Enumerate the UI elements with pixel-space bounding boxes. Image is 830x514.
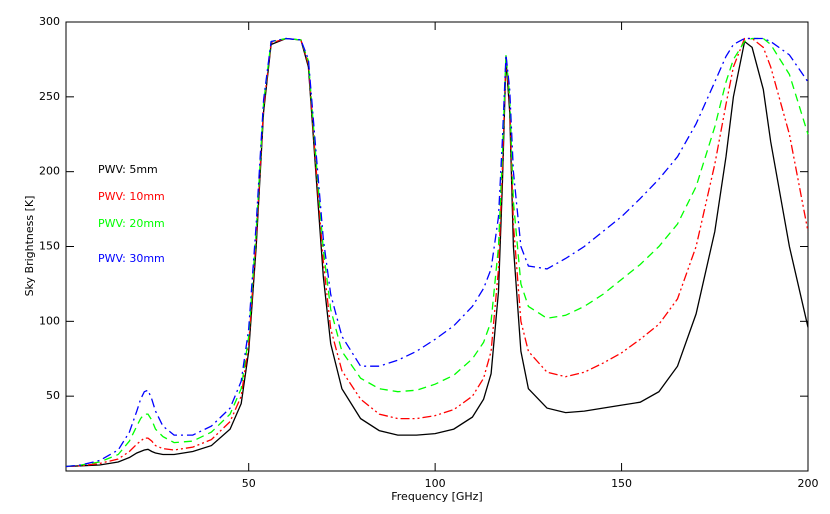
legend-label: PWV: 10mm (98, 190, 165, 203)
x-tick-label: 100 (425, 477, 446, 490)
x-axis-label: Frequency [GHz] (391, 490, 482, 503)
y-tick-label: 150 (39, 240, 60, 253)
y-tick-label: 250 (39, 90, 60, 103)
y-tick-label: 200 (39, 165, 60, 178)
y-tick-label: 50 (46, 389, 60, 402)
x-tick-label: 50 (242, 477, 256, 490)
x-tick-label: 200 (798, 477, 819, 490)
y-tick-label: 300 (39, 15, 60, 28)
legend-label: PWV: 5mm (98, 163, 158, 176)
legend-label: PWV: 30mm (98, 252, 165, 265)
y-tick-label: 100 (39, 314, 60, 327)
data-line (65, 37, 809, 468)
x-tick-label: 150 (611, 477, 632, 490)
y-axis-label: Sky Brightness [K] (23, 196, 36, 297)
plot-frame (65, 21, 809, 472)
data-line (65, 37, 809, 468)
data-line (65, 37, 809, 468)
data-line (65, 37, 809, 468)
legend-label: PWV: 20mm (98, 217, 165, 230)
